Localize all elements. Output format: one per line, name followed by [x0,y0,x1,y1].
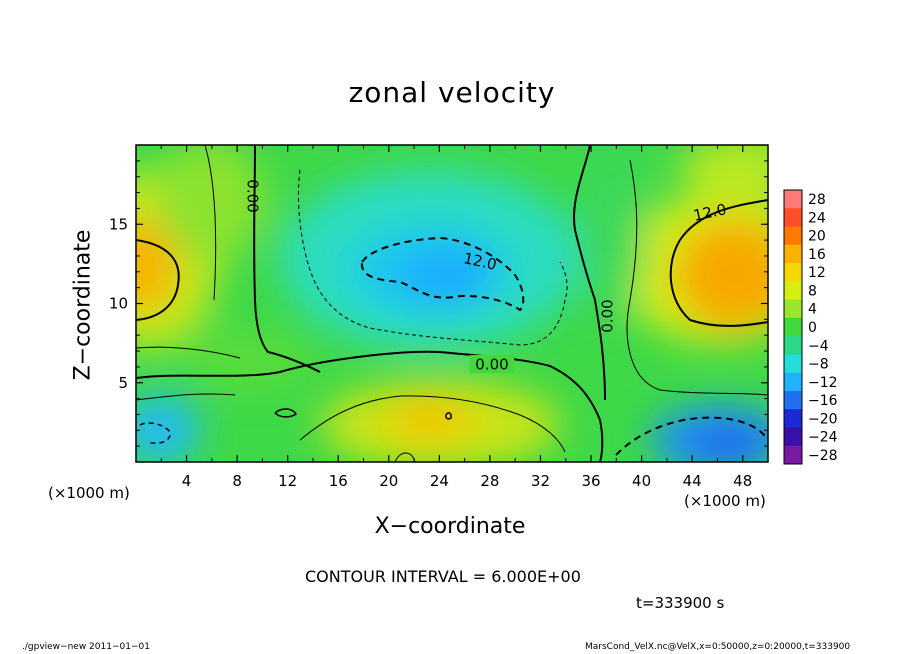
x-tick-label: 48 [733,472,752,490]
y-tick-label: 15 [109,215,128,233]
colorbar-swatch [784,427,802,447]
x-tick-label: 32 [531,472,550,490]
y-axis-label: Z−coordinate [70,229,96,381]
footer-right: MarsCond_VelX.nc@VelX,x=0:50000,z=0:2000… [585,642,851,652]
x-tick-label: 20 [379,472,398,490]
x-tick-label: 8 [232,472,242,490]
colorbar-swatch [784,281,802,301]
colorbar-label: 12 [808,265,826,281]
x-axis: 4 8 12 16 20 24 28 32 36 40 44 48 [160,145,752,490]
y-axis: 5 10 15 [109,160,768,447]
x-tick-label: 4 [182,472,192,490]
x-unit-right: (×1000 m) [684,492,766,510]
contour-interval: CONTOUR INTERVAL = 6.000E+00 [305,567,581,586]
x-tick-label: 36 [581,472,600,490]
time-stamp: t=333900 s [636,594,725,612]
contour-label: 0.00 [244,179,262,212]
x-tick-label: 40 [632,472,651,490]
x-tick-label: 12 [278,472,297,490]
colorbar-label: −8 [808,357,829,373]
colorbar-label: 4 [808,302,817,318]
x-tick-label: 16 [329,472,348,490]
colorbar-swatch [784,317,802,337]
x-tick-label: 28 [480,472,499,490]
footer-left: ./gpview−new 2011−01−01 [22,642,150,652]
contour-labels: 0.00 12.0 0.00 0.00 12.0 [244,179,729,373]
colorbar-label: −16 [808,393,838,409]
y-tick-label: 5 [118,374,128,392]
colorbar-swatch [784,354,802,374]
colorbar-swatch [784,208,802,228]
colorbar-label: 8 [808,283,817,299]
colorbar-label: 0 [808,320,817,336]
contour-label: 0.00 [475,356,508,374]
colorbar-label: −20 [808,411,838,427]
colorbar-swatch [784,372,802,392]
colorbar-label: 24 [808,210,826,226]
x-axis-label: X−coordinate [374,514,526,539]
colorbar-label: 20 [808,229,826,245]
contour-label: 0.00 [599,299,617,332]
x-tick-label: 44 [683,472,702,490]
colorbar-frame [783,189,803,465]
colorbar-swatch [784,409,802,428]
colorbar: 28 24 20 16 12 8 4 0 −4 −8 −12 −16 −20 −24 −28 [783,189,838,465]
colorbar-label: −4 [808,338,829,354]
colorbar-swatch [784,263,802,282]
colorbar-label: −12 [808,375,838,391]
colorbar-label: 16 [808,247,826,263]
colorbar-label: −24 [808,430,838,446]
heatmap-field [136,145,768,462]
colorbar-swatch [784,226,802,246]
x-tick-label: 24 [430,472,449,490]
colorbar-swatch [784,390,802,410]
colorbar-label: 28 [808,192,826,208]
colorbar-swatch [784,299,802,319]
colorbar-swatch [784,190,802,209]
colorbar-swatch [784,244,802,264]
colorbar-swatch [784,336,802,355]
colorbar-label: −28 [808,448,838,464]
x-unit-left: (×1000 m) [48,484,130,502]
y-tick-label: 10 [109,295,128,313]
chart-title: zonal velocity [348,76,556,109]
colorbar-swatch [784,445,802,465]
